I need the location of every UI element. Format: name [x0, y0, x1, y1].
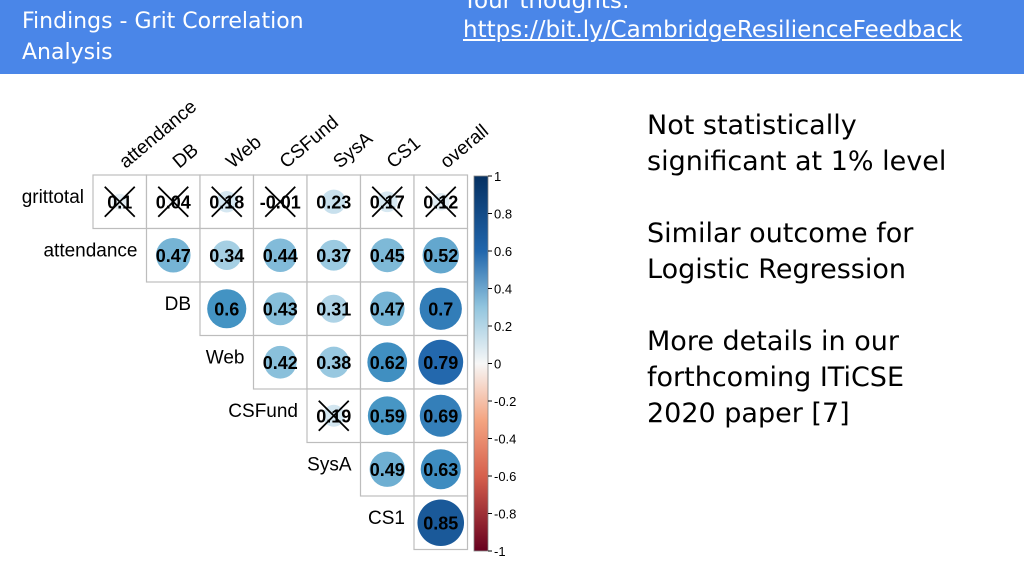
colorbar-tick-label: 0.4 [494, 282, 512, 297]
correlation-value-label: 0.47 [156, 246, 191, 266]
row-label: grittotal [22, 187, 84, 208]
colorbar [473, 175, 489, 552]
correlation-circle [369, 451, 405, 487]
correlation-circle [319, 294, 348, 323]
correlation-circle [370, 238, 405, 273]
correlation-circle [422, 237, 459, 274]
colorbar-tick-label: -0.2 [494, 394, 516, 409]
correlation-matrix-chart: 0.10.040.18-0.010.230.170.120.470.340.44… [22, 96, 517, 559]
correlation-circle [367, 342, 408, 383]
correlation-value-label: 0.63 [423, 460, 458, 480]
insignificant-cross-mark [211, 186, 243, 218]
insignificant-cross-mark [425, 186, 457, 218]
note-significance: Not statistically significant at 1% leve… [647, 110, 947, 177]
insignificant-cross-mark [157, 186, 189, 218]
note-logistic: Similar outcome for Logistic Regression [647, 218, 914, 285]
correlation-value-label: 0.69 [423, 406, 458, 426]
correlation-circle [155, 237, 191, 273]
colorbar-tick-label: 0 [494, 357, 501, 372]
correlation-value-label: 0.37 [316, 246, 351, 266]
colorbar-tick-label: 0.2 [494, 319, 512, 334]
note-paper: More details in our forthcoming ITiCSE 2… [647, 326, 905, 429]
correlation-circle [417, 499, 465, 547]
correlation-value-label: 0.7 [428, 299, 453, 319]
slide-title: Findings - Grit Correlation Analysis [22, 9, 304, 65]
correlation-value-label: 0.38 [316, 353, 351, 373]
matrix-cell [145, 227, 201, 283]
row-label: attendance [43, 240, 137, 261]
correlation-circle [212, 240, 242, 270]
correlation-circle [418, 339, 464, 385]
column-label: CSFund [276, 112, 343, 173]
correlation-value-label: 0.59 [370, 406, 405, 426]
notes-panel: Not statistically significant at 1% leve… [647, 108, 977, 468]
correlation-circle [420, 449, 461, 490]
colorbar-tick-label: -1 [494, 544, 506, 559]
correlation-value-label: 0.85 [423, 513, 458, 533]
insignificant-cross-mark [371, 186, 403, 218]
feedback-link[interactable]: https://bit.ly/CambridgeResilienceFeedba… [463, 17, 963, 43]
row-label: DB [165, 294, 191, 315]
correlation-figure: 0.10.040.18-0.010.230.170.120.470.340.44… [16, 93, 524, 563]
correlation-circle [263, 292, 297, 326]
column-label: CS1 [383, 133, 425, 173]
colorbar-tick-label: -0.4 [494, 432, 516, 447]
correlation-circle [263, 238, 297, 272]
row-label: SysA [307, 454, 352, 475]
feedback-block: Your thoughts: https://bit.ly/CambridgeR… [463, 0, 1013, 45]
correlation-circle [318, 239, 350, 271]
correlation-value-label: 0.42 [263, 353, 298, 373]
correlation-circle [321, 189, 346, 214]
row-label: CS1 [368, 508, 405, 529]
correlation-circle [207, 289, 247, 329]
correlation-circle [419, 287, 462, 330]
insignificant-cross-mark [318, 400, 350, 432]
feedback-label: Your thoughts: [463, 0, 630, 14]
correlation-value-label: 0.43 [263, 299, 298, 319]
slide-header: Findings - Grit Correlation Analysis You… [0, 0, 1024, 74]
correlation-circle [369, 291, 405, 327]
colorbar-tick-label: -0.8 [494, 507, 516, 522]
row-label: Web [206, 347, 245, 368]
colorbar-tick-label: 1 [494, 169, 501, 184]
correlation-circle [263, 345, 297, 379]
column-label: overall [436, 121, 492, 173]
correlation-circle [367, 396, 407, 436]
correlation-value-label: 0.31 [316, 299, 351, 319]
colorbar-tick-label: 0.8 [494, 207, 512, 222]
correlation-value-label: 0.23 [316, 192, 351, 212]
colorbar-tick-label: -0.6 [494, 469, 516, 484]
correlation-circle [318, 346, 350, 378]
correlation-value-label: 0.52 [423, 246, 458, 266]
column-label: SysA [329, 128, 377, 173]
row-label: CSFund [228, 401, 298, 422]
insignificant-cross-mark [104, 186, 136, 218]
correlation-value-label: 0.45 [370, 246, 405, 266]
correlation-circle [419, 394, 462, 437]
column-label: Web [222, 132, 265, 173]
correlation-value-label: 0.34 [209, 246, 244, 266]
colorbar-tick-label: 0.6 [494, 244, 512, 259]
insignificant-cross-mark [264, 186, 296, 218]
column-label: DB [169, 140, 203, 173]
correlation-value-label: 0.49 [370, 460, 405, 480]
correlation-value-label: 0.47 [370, 299, 405, 319]
correlation-value-label: 0.62 [370, 353, 405, 373]
correlation-value-label: 0.44 [263, 246, 298, 266]
correlation-value-label: 0.79 [423, 353, 458, 373]
correlation-value-label: 0.6 [214, 299, 239, 319]
